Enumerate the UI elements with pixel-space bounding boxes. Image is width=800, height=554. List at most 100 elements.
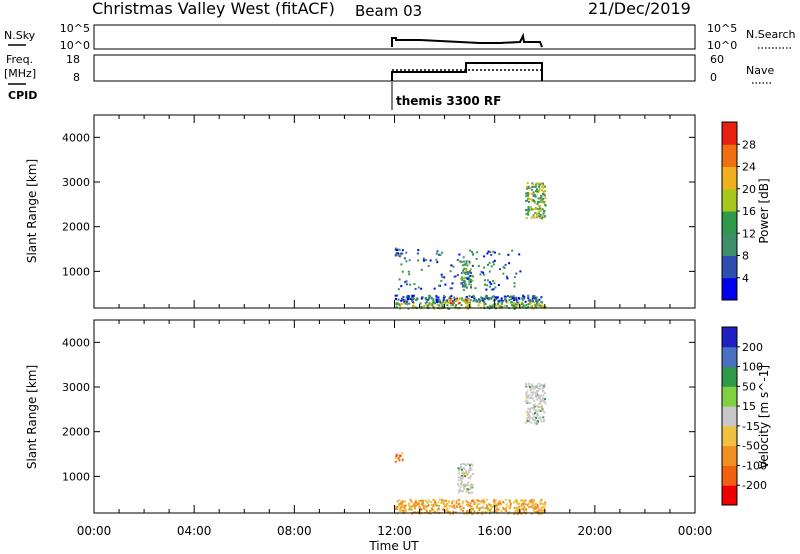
data-cell [537, 394, 540, 397]
data-cell [486, 279, 489, 282]
data-cell [417, 249, 420, 252]
data-cell [544, 501, 547, 504]
data-cell [466, 277, 469, 280]
data-cell [453, 275, 456, 278]
data-cell [395, 306, 398, 309]
data-cell [541, 305, 544, 308]
data-cell [401, 270, 404, 273]
data-cell [460, 299, 463, 302]
data-cell [465, 260, 468, 263]
data-cell [472, 294, 475, 297]
data-cell [456, 299, 459, 302]
data-cell [527, 207, 530, 210]
colorbar-swatch [722, 425, 737, 447]
data-cell [441, 275, 444, 278]
data-cell [470, 268, 472, 271]
data-cell [437, 501, 440, 504]
data-cell [499, 502, 502, 505]
data-cell [532, 418, 534, 421]
data-cell [536, 398, 539, 401]
data-cell [530, 192, 533, 195]
data-cell [414, 502, 417, 505]
data-cell [466, 490, 469, 493]
data-cell [530, 305, 533, 308]
power-axis: 1000 2000 3000 4000 [62, 115, 696, 308]
colorbar-tick-label: 15 [742, 400, 756, 413]
data-cell [492, 261, 495, 263]
data-cell [523, 508, 526, 510]
data-cell [526, 396, 528, 399]
data-cell [494, 286, 497, 289]
data-cell [517, 502, 520, 505]
data-cell [490, 265, 493, 268]
data-cell [405, 260, 408, 263]
data-cell [537, 510, 540, 513]
data-cell [504, 263, 507, 266]
data-cell [411, 299, 414, 302]
data-cell [462, 256, 465, 259]
data-cell [518, 253, 521, 256]
data-cell [537, 191, 540, 194]
data-cell [458, 498, 461, 501]
data-cell [431, 303, 434, 306]
data-cell [526, 199, 529, 202]
data-cell [531, 297, 534, 300]
data-cell [489, 251, 492, 254]
data-cell [543, 202, 546, 205]
data-cell [500, 302, 503, 305]
data-cell [498, 501, 501, 504]
data-cell [542, 210, 545, 213]
data-cell [489, 504, 492, 507]
data-cell [535, 190, 537, 193]
data-cell [401, 252, 404, 255]
data-cell [432, 301, 435, 304]
data-cell [406, 300, 409, 303]
data-cell [403, 257, 406, 260]
data-cell [537, 387, 539, 389]
data-cell [465, 302, 468, 305]
data-cell [521, 298, 524, 301]
data-cell [533, 301, 536, 304]
data-cell [466, 297, 469, 300]
xtick-label: 08:00 [277, 524, 312, 538]
data-cell [496, 506, 498, 508]
data-cell [463, 487, 466, 490]
data-cell [536, 203, 539, 205]
data-cell [537, 299, 540, 302]
date-label: 21/Dec/2019 [588, 0, 691, 18]
data-cell [460, 272, 463, 275]
data-cell [459, 260, 462, 263]
data-cell [538, 210, 541, 213]
data-cell [542, 416, 545, 419]
data-cell [527, 305, 530, 308]
data-cell [461, 502, 464, 505]
data-cell [506, 505, 509, 508]
data-cell [408, 273, 411, 276]
data-cell [475, 500, 478, 503]
data-cell [543, 392, 546, 395]
data-cell [473, 296, 476, 299]
colorbar-tick-label: 12 [742, 227, 756, 240]
colorbar-tick-label: -200 [742, 479, 767, 492]
colorbar-frame [721, 326, 738, 506]
data-cell [427, 304, 430, 307]
data-cell [523, 509, 525, 512]
data-cell [405, 280, 408, 283]
data-cell [492, 280, 495, 282]
data-cell [489, 511, 492, 514]
data-cell [465, 296, 468, 299]
data-cell [478, 301, 481, 304]
power-ylabel: Slant Range [km] [25, 159, 39, 263]
data-cell [525, 410, 528, 413]
power-colorbar-label: Power [dB] [757, 178, 771, 243]
xtick-label: 00:00 [77, 524, 112, 538]
freq-label: Freq. [6, 53, 33, 66]
data-cell [540, 194, 542, 197]
data-cell [532, 183, 535, 186]
data-cell [421, 296, 424, 299]
data-cell [429, 509, 432, 512]
data-cell [536, 404, 539, 407]
data-cell [461, 481, 463, 483]
data-cell [480, 512, 483, 515]
